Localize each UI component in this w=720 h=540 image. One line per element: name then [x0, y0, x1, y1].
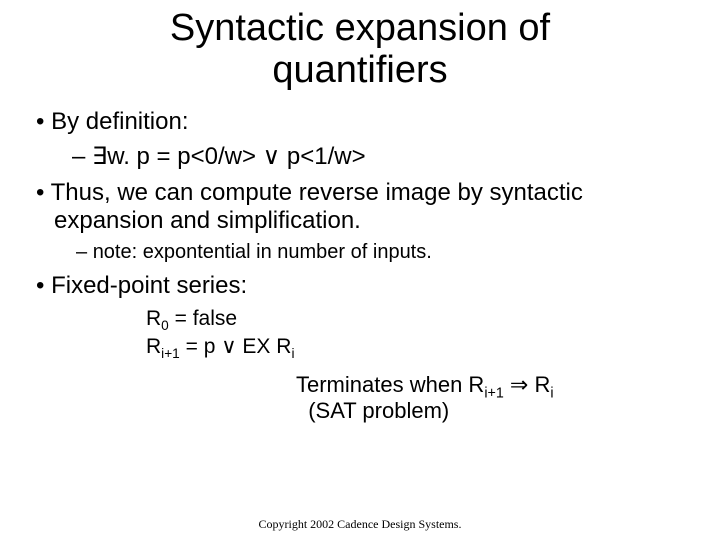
note-exponential: note: expontential in number of inputs.: [36, 241, 684, 264]
bullet-fixed-point: Fixed-point series:: [36, 272, 684, 300]
ri-mid: = p: [180, 335, 221, 358]
term-line1a: Terminates when R: [296, 372, 484, 397]
dash-prefix: –: [72, 143, 92, 170]
ri-rhs-sub: i: [291, 346, 294, 361]
ri-lhs: R: [146, 335, 161, 358]
bullet-3-text: Fixed-point series:: [51, 272, 247, 299]
formula-part-1: w. p = p<0/w>: [107, 143, 262, 170]
bullet-by-definition: By definition:: [36, 108, 684, 136]
note-text: note: expontential in number of inputs.: [93, 241, 432, 263]
r0-lhs: R: [146, 307, 161, 330]
or-symbol: ∨: [263, 143, 281, 170]
terminates-block: Terminates when Ri+1 ⇒ Ri (SAT problem): [36, 372, 684, 425]
term-implies: ⇒: [504, 372, 535, 397]
term-line2: (SAT problem): [296, 398, 449, 423]
copyright-footer: Copyright 2002 Cadence Design Systems.: [0, 517, 720, 532]
copyright-text: Copyright 2002 Cadence Design Systems.: [259, 517, 462, 531]
ri-rhs: EX R: [237, 335, 292, 358]
term-sub2: i: [550, 385, 553, 401]
exists-symbol: ∃: [92, 143, 107, 170]
bullet-2-text: Thus, we can compute reverse image by sy…: [51, 179, 583, 234]
r0-sub: 0: [161, 318, 169, 333]
slide-title: Syntactic expansion of quantifiers: [36, 8, 684, 92]
term-line1b: R: [534, 372, 550, 397]
bullet-1-text: By definition:: [51, 108, 188, 135]
formula-ri: Ri+1 = p ∨ EX Ri: [36, 334, 684, 360]
formula-part-2: p<1/w>: [280, 143, 365, 170]
title-line-1: Syntactic expansion of: [170, 7, 550, 49]
bullet-definition-formula: – ∃w. p = p<0/w> ∨ p<1/w>: [36, 142, 684, 171]
title-line-2: quantifiers: [272, 49, 447, 91]
ri-sub: i+1: [161, 346, 180, 361]
term-sub1: i+1: [484, 385, 503, 401]
r0-rhs: = false: [169, 307, 237, 330]
bullet-thus: Thus, we can compute reverse image by sy…: [36, 179, 684, 235]
formula-r0: R0 = false: [36, 306, 684, 332]
ri-or: ∨: [221, 335, 236, 358]
